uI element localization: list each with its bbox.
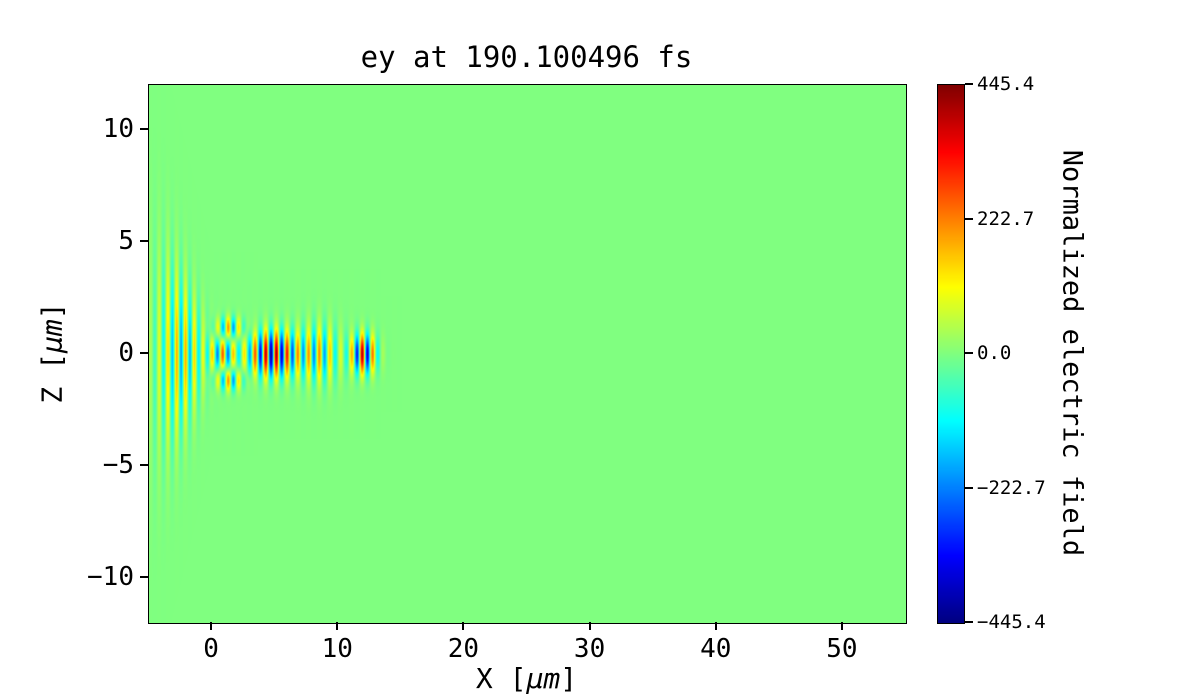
y-axis-unit: μm	[35, 319, 69, 353]
x-tick-mark	[588, 622, 591, 630]
y-tick-mark	[140, 127, 148, 130]
y-axis-label: Z [μm]	[36, 302, 69, 403]
x-tick-mark	[840, 622, 843, 630]
colorbar-tick-label: 222.7	[977, 207, 1035, 230]
y-tick-label: −10	[87, 562, 134, 593]
y-tick-mark	[140, 576, 148, 579]
x-tick-label: 20	[447, 634, 480, 664]
y-axis-label-close: ]	[35, 302, 69, 320]
colorbar-tick-mark	[965, 486, 973, 489]
x-tick-mark	[336, 622, 339, 630]
x-tick-label: 30	[573, 634, 606, 664]
y-tick-mark	[140, 239, 148, 242]
x-tick-mark	[210, 622, 213, 630]
colorbar-label: Normalized electric field	[1056, 149, 1088, 557]
x-tick-mark	[714, 622, 717, 630]
y-tick-label: −5	[102, 450, 134, 481]
y-tick-label: 0	[118, 338, 134, 368]
colorbar-tick-label: 445.4	[977, 73, 1035, 95]
plot-title: ey at 190.100496 fs	[360, 40, 693, 74]
colorbar-tick-label: 0.0	[977, 342, 1012, 364]
x-tick-label: 0	[203, 634, 219, 664]
y-tick-mark	[140, 352, 148, 354]
x-axis-label: X [μm]	[148, 662, 905, 695]
x-axis-unit: μm	[526, 662, 561, 695]
colorbar-tick-mark	[965, 621, 973, 623]
x-axis-label-close: ]	[560, 662, 578, 695]
y-tick-label: 10	[102, 113, 134, 144]
y-tick-label: 5	[118, 225, 134, 256]
x-tick-label: 40	[700, 634, 732, 664]
colorbar-tick-mark	[965, 217, 973, 220]
colorbar-tick-label: −222.7	[977, 476, 1046, 499]
x-axis-label-text: X [	[475, 662, 527, 695]
colorbar-tick-mark	[965, 352, 973, 354]
colorbar-tick-mark	[965, 83, 973, 85]
x-tick-mark	[462, 622, 465, 630]
x-tick-label: 50	[826, 634, 858, 664]
plot-area	[148, 84, 907, 624]
colorbar-canvas	[938, 85, 964, 623]
x-tick-label: 10	[321, 634, 353, 664]
colorbar-tick-label: −445.4	[977, 611, 1046, 633]
heatmap-canvas	[149, 85, 906, 623]
colorbar	[937, 84, 965, 624]
y-tick-mark	[140, 464, 148, 467]
y-axis-label-text: Z [	[35, 353, 69, 404]
